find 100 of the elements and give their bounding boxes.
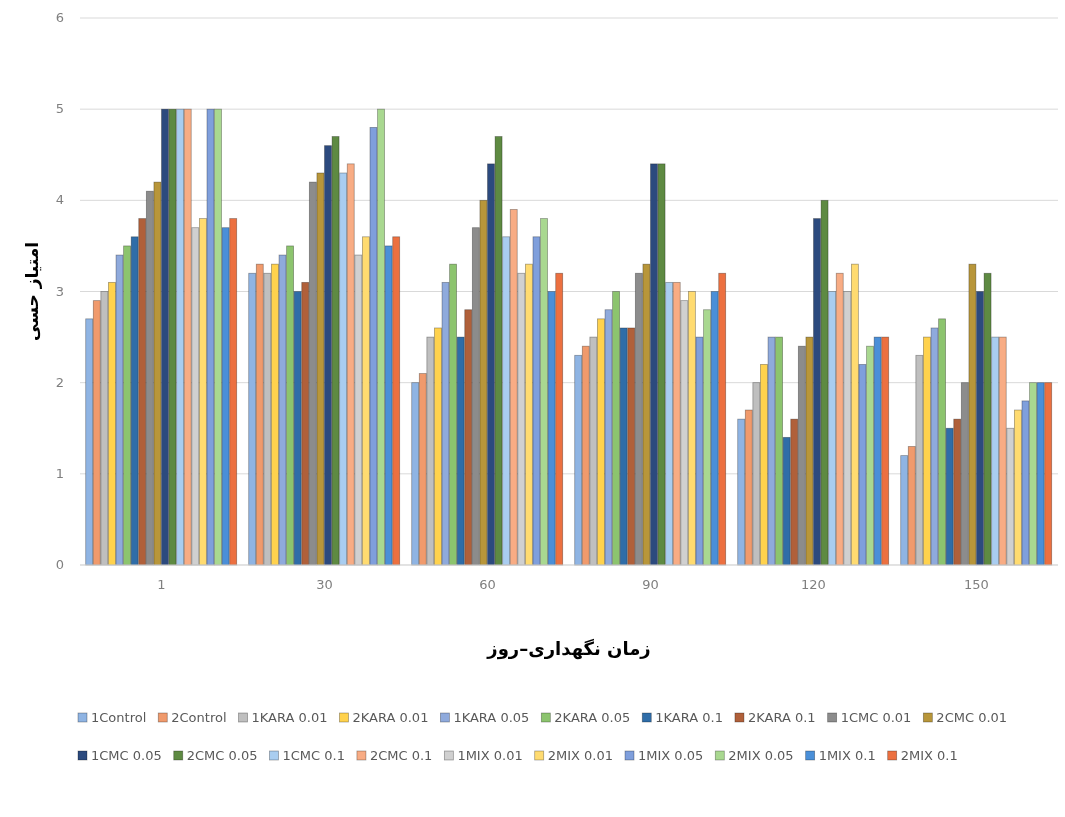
bar: [597, 318, 605, 566]
x-axis-title: زمان نگهداری–روز: [486, 638, 651, 660]
bar: [619, 327, 628, 566]
legend-label: 1MIX 0.1: [818, 748, 876, 763]
bar: [703, 309, 711, 566]
bar: [494, 136, 503, 566]
bar: [574, 354, 583, 566]
bar: [153, 181, 162, 566]
bar: [1044, 382, 1053, 566]
bar: [858, 364, 867, 566]
bar: [293, 291, 302, 566]
legend-label: 1MIX 0.01: [457, 748, 523, 763]
bar: [547, 291, 556, 566]
bar: [835, 272, 844, 566]
bar: [464, 309, 473, 566]
bar: [509, 209, 518, 566]
bar: [737, 418, 746, 566]
bar: [199, 218, 207, 566]
bar: [301, 281, 310, 566]
bar: [820, 199, 829, 566]
bar: [790, 418, 799, 566]
legend-label: 2MIX 0.1: [900, 748, 958, 763]
bar: [108, 281, 116, 566]
bar: [805, 336, 814, 566]
bar: [502, 236, 511, 566]
y-tick-label: 2: [55, 374, 64, 390]
bar: [540, 218, 548, 566]
bar: [828, 291, 837, 566]
bar: [1014, 409, 1022, 566]
legend-label: 1MIX 0.05: [638, 748, 704, 763]
x-tick-label: 120: [801, 577, 826, 592]
bar: [449, 263, 457, 566]
bar: [377, 108, 385, 566]
bar: [411, 382, 420, 566]
legend-label: 1CMC 0.05: [91, 748, 162, 763]
bar: [331, 136, 340, 566]
bar: [532, 236, 541, 566]
bar: [873, 336, 882, 566]
legend-label: 1KARA 0.1: [655, 710, 723, 725]
bar: [206, 108, 215, 566]
bar: [339, 172, 348, 566]
bar: [487, 163, 495, 566]
x-tick-label: 60: [479, 577, 496, 592]
legend-label: 1Control: [91, 710, 147, 725]
legend-label: 1KARA 0.05: [453, 710, 530, 725]
bar: [983, 272, 992, 566]
bar: [627, 327, 636, 566]
bar: [923, 336, 931, 566]
legend-label: 2CMC 0.01: [936, 710, 1008, 725]
y-axis-title: امتیاز حسی: [22, 241, 42, 342]
legend-label: 2MIX 0.01: [547, 748, 613, 763]
y-tick-label: 6: [55, 10, 64, 25]
bar: [968, 263, 977, 566]
bar: [263, 272, 272, 566]
bar: [138, 218, 147, 566]
x-tick-label: 90: [642, 577, 659, 592]
bar: [672, 281, 681, 566]
bar: [278, 254, 287, 566]
bar: [214, 108, 222, 566]
legend-label: 1CMC 0.01: [840, 710, 912, 725]
bar: [248, 272, 257, 566]
y-tick-label: 1: [55, 465, 64, 481]
legend-label: 2Control: [171, 710, 227, 725]
y-tick-label: 0: [55, 557, 64, 572]
bar: [555, 272, 564, 566]
bar: [324, 145, 332, 566]
y-tick-label: 5: [55, 101, 64, 117]
bar: [130, 236, 139, 566]
bar: [441, 281, 450, 566]
legend-label: 2CMC 0.1: [369, 748, 433, 763]
legend-label: 2KARA 0.1: [747, 710, 816, 725]
bar: [710, 291, 719, 566]
bar: [316, 172, 325, 566]
bar: [346, 163, 355, 566]
bar: [229, 218, 238, 566]
bar: [665, 281, 674, 566]
bar: [92, 300, 101, 566]
bar: [369, 127, 378, 566]
bar: [634, 272, 643, 566]
bar: [752, 382, 761, 566]
bar: [744, 409, 753, 566]
bar: [695, 336, 704, 566]
bar: [998, 336, 1007, 566]
bar: [100, 291, 109, 566]
legend-label: 1CMC 0.1: [282, 748, 345, 763]
x-tick-label: 30: [316, 577, 333, 592]
bar: [434, 327, 442, 566]
bar: [456, 336, 465, 566]
bar: [1021, 400, 1030, 566]
bar: [718, 272, 727, 566]
y-tick-label: 3: [55, 283, 64, 299]
bar: [650, 163, 658, 566]
bar: [362, 236, 370, 566]
y-tick-label: 4: [55, 192, 64, 208]
bar: [813, 218, 821, 566]
bar: [168, 108, 177, 566]
bar: [392, 236, 401, 566]
bar: [851, 263, 859, 566]
bar: [271, 263, 279, 566]
bar: [953, 418, 962, 566]
